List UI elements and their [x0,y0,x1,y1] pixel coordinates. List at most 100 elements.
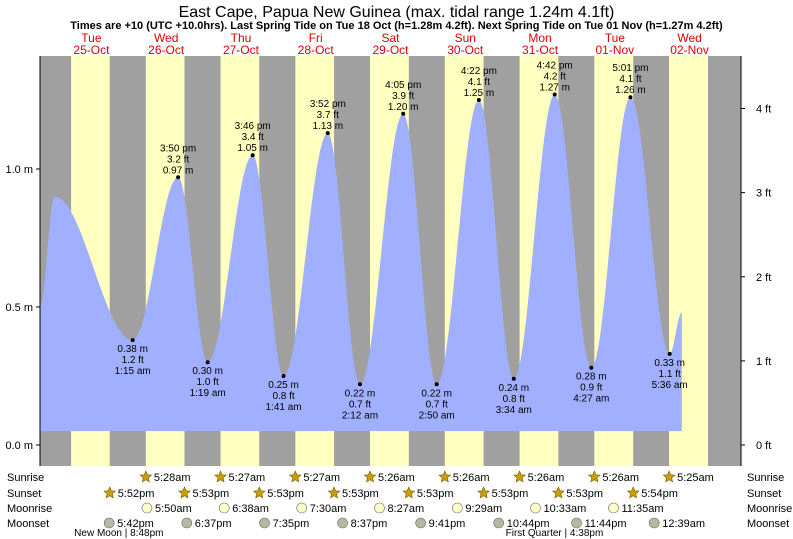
high-tide-ft: 3.4 ft [242,132,264,143]
sunrise-time: 5:26am [378,472,415,484]
low-tide-time: 1:41 am [266,402,302,413]
moonrise-time: 8:27am [387,503,424,515]
high-tide-m: 1.05 m [237,143,268,154]
high-tide-m: 0.97 m [163,165,194,176]
sunset-time: 5:53pm [342,488,379,500]
high-tide-m: 1.26 m [615,85,646,96]
tide-extreme-point [401,111,406,116]
sun-star-icon [402,486,416,499]
sunset-time: 5:53pm [566,488,603,500]
sunset-time: 5:53pm [492,488,529,500]
sunrise-time: 5:26am [528,472,565,484]
low-tide-ft: 0.7 ft [426,399,448,410]
low-tide-ft: 0.7 ft [349,399,371,410]
moonset-icon [571,517,582,529]
high-tide-time: 3:50 pm [160,143,196,154]
sun-star-icon [139,470,153,483]
moonrise-time: 6:38am [232,503,269,515]
tide-extreme-point [176,175,181,180]
day-date: 26-Oct [148,43,185,57]
moonset-time: 9:41pm [429,518,466,530]
moonset-time: 8:37pm [351,518,388,530]
high-tide-m: 1.20 m [388,102,419,113]
sun-star-icon [327,486,341,499]
row-label-right: Sunset [747,488,781,500]
extreme-labels: 0.38 m1.2 ft1:15 am 3:50 pm3.2 ft0.97 m 0.… [115,60,688,421]
day-name: Wed [677,31,701,45]
high-tide-time: 3:52 pm [310,99,346,110]
moonset-icon [648,517,660,529]
low-tide-time: 2:12 am [342,410,378,421]
moonset-time: 12:39am [662,518,705,530]
moonset-icon [181,517,193,529]
moonrise-icon [608,502,619,514]
moonset-icon [103,517,115,529]
low-tide-time: 1:19 am [190,388,226,399]
sunset-time: 5:52pm [118,488,155,500]
row-label-left: Moonrise [7,503,52,515]
day-name: Tue [605,31,626,45]
day-date: 27-Oct [223,43,260,57]
tide-extreme-point [511,376,516,381]
low-tide-ft: 1.1 ft [659,369,681,380]
sun-star-icon [214,470,228,483]
day-name: Mon [528,31,551,45]
moonset-icon [493,517,505,529]
day-name: Thu [231,31,252,45]
sun-star-icon [626,486,640,499]
low-tide-ft: 1.0 ft [197,377,219,388]
high-tide-time: 4:22 pm [461,66,497,77]
sun-star-icon [288,470,302,483]
sunset-time: 5:53pm [192,488,229,500]
tide-curve [40,94,682,431]
sun-star-icon [252,486,266,499]
low-tide-time: 5:36 am [652,380,688,391]
day-name: Sat [381,31,400,45]
high-tide-ft: 4.1 ft [468,77,490,88]
sunrise-time: 5:26am [602,472,639,484]
low-tide-m: 0.28 m [576,372,607,383]
low-tide-time: 3:34 am [496,405,532,416]
row-label-left: Moonset [7,518,49,530]
tide-extreme-point [250,153,255,158]
sunrise-time: 5:26am [453,472,490,484]
sunrise-time: 5:25am [677,472,714,484]
low-tide-time: 4:27 am [573,394,609,405]
y-tick-label-ft: 2 ft [756,272,771,284]
day-name: Sun [455,31,476,45]
moonrise-time: 7:30am [310,503,347,515]
tide-extreme-point [589,365,594,370]
sunrise-time: 5:27am [303,472,340,484]
sun-star-icon [513,470,527,483]
sun-star-icon [363,470,377,483]
high-tide-ft: 4.2 ft [544,71,566,82]
day-name: Wed [154,31,178,45]
low-tide-ft: 0.9 ft [580,383,602,394]
moonrise-icon [452,502,463,514]
sunset-time: 5:53pm [267,488,304,500]
low-tide-m: 0.30 m [192,366,223,377]
moonrise-icon [296,502,308,514]
sun-moon-table: Sunrise Sunrise Sunset Sunset Moonrise Moonri… [7,470,792,539]
low-tide-m: 0.24 m [498,383,529,394]
sun-star-icon [477,486,491,499]
y-tick-label-m: 0.0 m [5,440,33,452]
low-tide-m: 0.25 m [268,380,299,391]
y-tick-label-ft: 0 ft [756,440,771,452]
day-name: Tue [81,31,102,45]
high-tide-time: 3:46 pm [235,121,271,132]
moonset-icon [415,517,426,529]
high-tide-ft: 3.9 ft [392,91,414,102]
day-date: 28-Oct [298,43,335,57]
low-tide-time: 1:15 am [115,366,151,377]
chart-title: East Cape, Papua New Guinea (max. tidal … [179,4,615,21]
low-tide-m: 0.22 m [421,388,452,399]
high-tide-ft: 3.2 ft [167,154,189,165]
low-tide-m: 0.33 m [654,358,685,369]
tide-extreme-point [552,92,557,97]
y-tick-label-ft: 4 ft [756,104,771,116]
row-label-right: Moonrise [747,503,792,515]
row-label-left: Sunset [7,488,41,500]
tide-extreme-point [434,382,439,387]
day-labels: Tue25-OctWed26-OctThu27-OctFri28-OctSat2… [73,31,709,57]
